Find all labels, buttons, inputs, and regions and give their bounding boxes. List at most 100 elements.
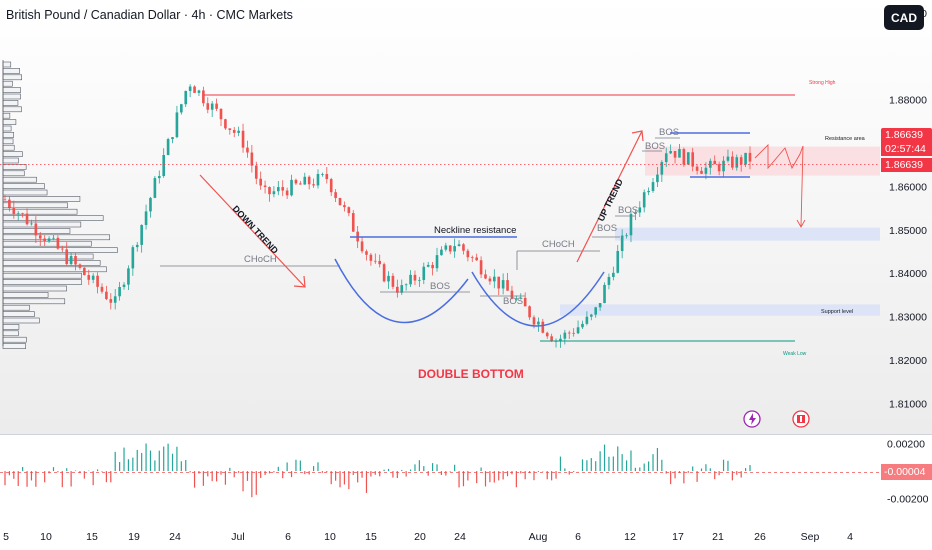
volume-profile-bar	[2, 144, 15, 151]
candle	[8, 196, 11, 212]
time-tick-label: 24	[454, 531, 466, 543]
candle	[396, 279, 399, 298]
volume-profile-bar	[2, 266, 107, 273]
volume-profile-bar	[2, 93, 21, 100]
candle	[206, 97, 210, 114]
candle	[378, 254, 382, 268]
candle-body	[188, 86, 192, 91]
volume-profile-bar	[2, 170, 25, 177]
candle	[664, 147, 668, 168]
candle	[272, 186, 276, 198]
candle-body	[83, 267, 86, 276]
candle	[290, 174, 293, 197]
candle	[171, 136, 174, 144]
candle	[118, 281, 121, 301]
volume-profile-bar	[2, 100, 19, 106]
currency-button[interactable]: CAD	[884, 5, 924, 30]
time-tick-label: 12	[624, 531, 636, 543]
candle	[634, 209, 637, 221]
candle-body	[448, 245, 452, 252]
candle	[576, 320, 580, 335]
candle-body	[453, 246, 456, 252]
candle-body	[532, 317, 536, 325]
volume-profile-bar	[2, 87, 21, 93]
candle-body	[122, 284, 126, 287]
time-axis[interactable]: 5 10 15 19 24 Jul 6 10 15 20 24 Aug 6 12 17 21 26 Sep 4	[3, 531, 853, 543]
candle-body	[501, 280, 505, 289]
candle-body	[263, 185, 267, 188]
candle-body	[246, 147, 249, 153]
candle	[338, 197, 342, 206]
candle-body	[550, 336, 553, 342]
candle-body	[34, 223, 38, 236]
projection-zigzag	[754, 143, 804, 170]
volume-profile-bar	[2, 324, 20, 330]
candle-body	[479, 260, 483, 275]
candle-body	[625, 235, 628, 237]
volume-profile-bar	[2, 183, 45, 189]
candle-body	[91, 275, 95, 280]
candle-body	[656, 174, 659, 183]
volume-profile-bar	[2, 221, 82, 228]
candle	[612, 266, 615, 281]
candle-body	[162, 155, 166, 177]
candle	[369, 252, 373, 266]
bos-label-4: BOS	[618, 205, 638, 216]
lightning-icon[interactable]	[743, 410, 761, 428]
canada-flag-icon[interactable]	[792, 410, 810, 428]
candle	[484, 269, 487, 280]
candle	[250, 144, 254, 173]
candle	[276, 180, 280, 196]
candle	[193, 85, 196, 93]
candle-body	[709, 160, 712, 168]
candle-body	[426, 264, 430, 267]
candle-body	[457, 244, 461, 247]
candle-body	[572, 332, 575, 334]
candle-body	[664, 153, 668, 163]
candle	[713, 155, 717, 165]
candle-body	[722, 160, 725, 172]
candle-body	[219, 108, 223, 120]
candle-body	[576, 327, 580, 334]
candle-body	[268, 187, 271, 195]
symbol-title[interactable]: British Pound / Canadian Dollar · 4h · C…	[6, 8, 293, 22]
candle-body	[118, 286, 121, 297]
candle-body	[731, 156, 734, 168]
indicator-tick-label: 0.00200	[887, 439, 925, 451]
candle	[21, 212, 24, 218]
candle	[96, 272, 99, 294]
candle	[656, 166, 659, 187]
candle	[669, 144, 672, 155]
candle-body	[47, 238, 51, 242]
candle-body	[440, 249, 443, 256]
candle	[572, 328, 575, 337]
candle-body	[563, 332, 567, 339]
candle-body	[228, 128, 232, 130]
candle-body	[215, 103, 218, 109]
candle	[748, 146, 752, 170]
candle	[347, 206, 351, 217]
candle-body	[629, 213, 633, 236]
time-tick-label: 4	[847, 531, 853, 543]
indicator-axis[interactable]: 0.00200 -0.00200	[887, 439, 929, 506]
price-tick-label: 1.85000	[889, 225, 927, 237]
candle	[523, 292, 527, 307]
volume-profile-bar	[2, 176, 37, 183]
candle-body	[642, 192, 646, 208]
candle-body	[713, 160, 717, 165]
candle	[162, 148, 166, 178]
candle-body	[38, 235, 42, 239]
candle-body	[16, 213, 20, 215]
bid-price-tag: 1.86639	[881, 158, 932, 172]
candle-body	[634, 212, 637, 214]
candle-body	[290, 179, 293, 196]
candle	[153, 176, 157, 199]
candle-body	[347, 207, 351, 214]
candle	[329, 177, 333, 196]
volume-profile-bar	[2, 253, 94, 260]
candle-body	[515, 298, 518, 300]
candle-body	[567, 332, 571, 334]
time-tick-label: Sep	[801, 531, 820, 543]
candle-body	[603, 284, 606, 304]
